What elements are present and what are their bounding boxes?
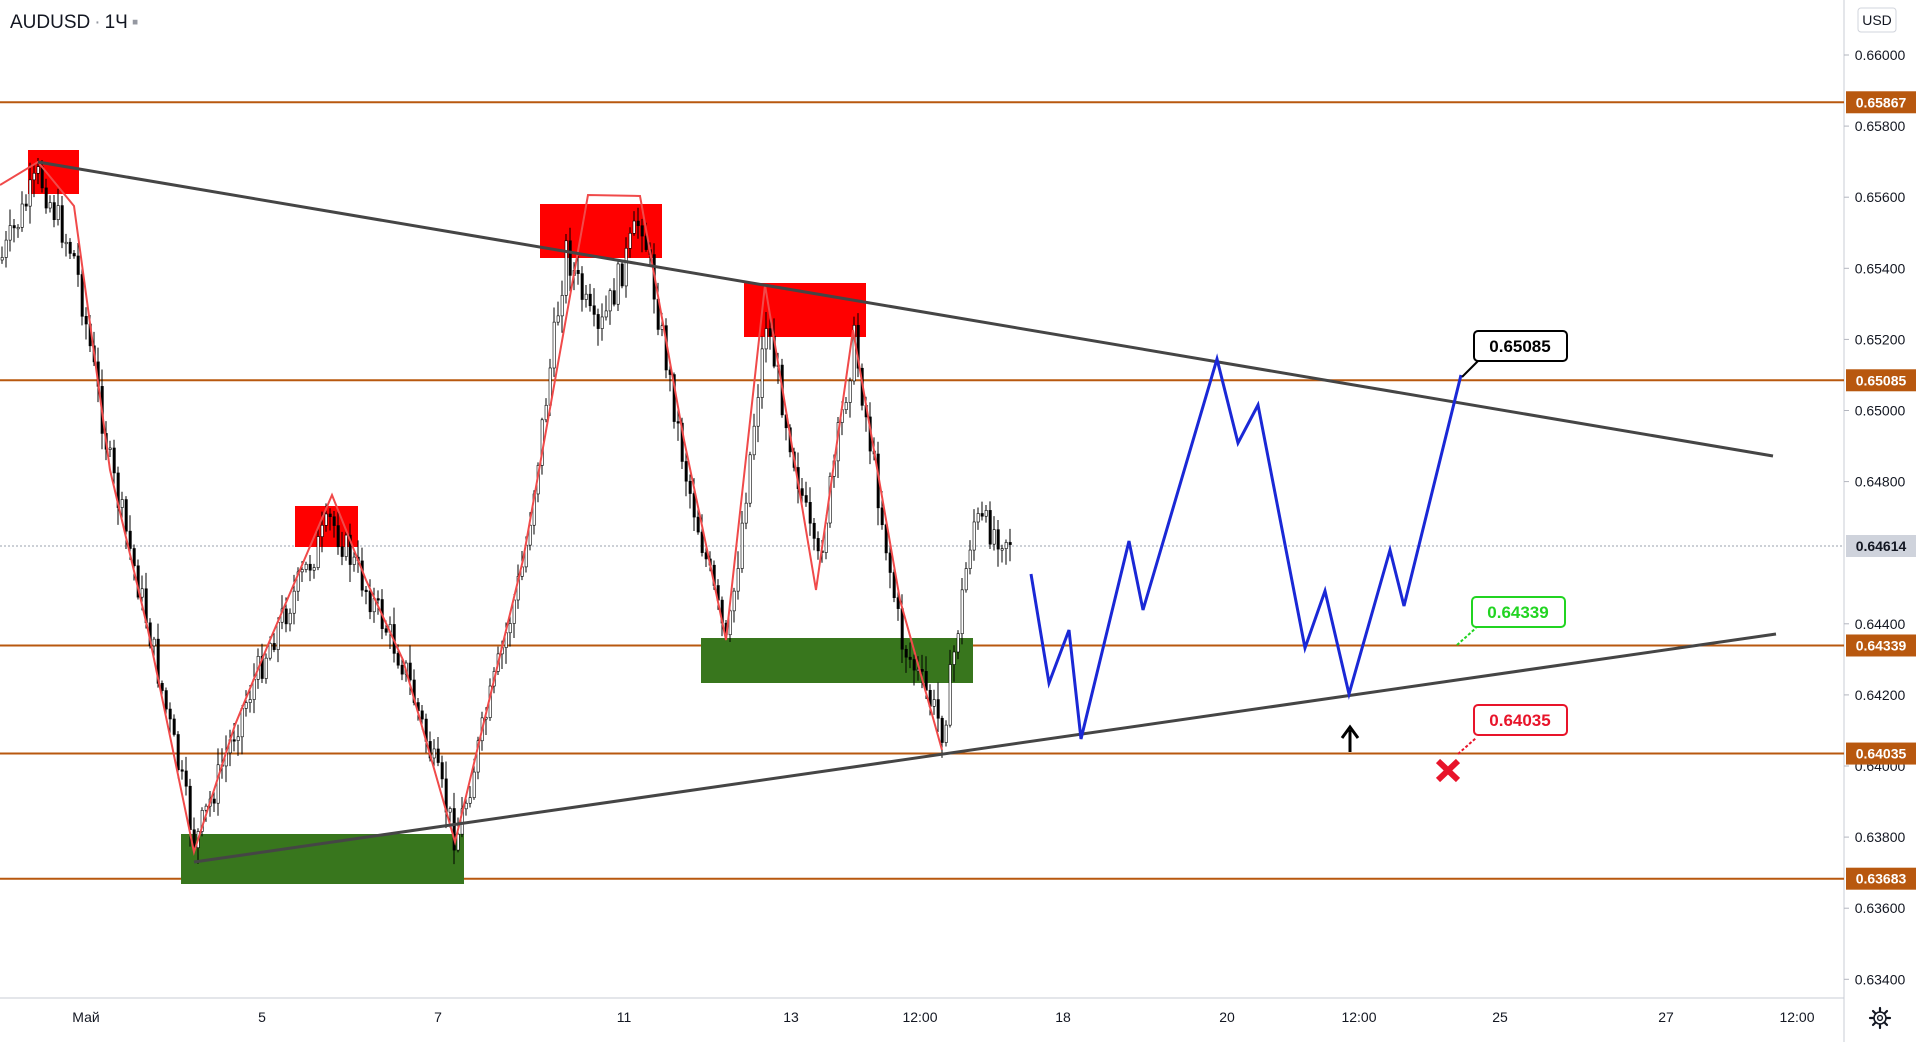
- currency-badge: [1857, 7, 1897, 33]
- time-tick-label: 12:00: [1341, 1009, 1376, 1025]
- arrow-up-icon: [1340, 724, 1360, 752]
- svg-text:0.65085: 0.65085: [1489, 337, 1550, 356]
- level-price-label: 0.65867: [1856, 94, 1907, 110]
- svg-text:0.64035: 0.64035: [1489, 711, 1550, 730]
- supply-zone-1[interactable]: [28, 150, 79, 194]
- time-tick-label: 18: [1055, 1009, 1071, 1025]
- time-tick-label: 12:00: [1779, 1009, 1814, 1025]
- candlesticks: [0, 157, 1012, 865]
- level-price-tag: [1846, 369, 1916, 392]
- price-tick-label: 0.63800: [1855, 829, 1906, 845]
- price-tick-label: 0.63600: [1855, 900, 1906, 916]
- svg-text:0.64339: 0.64339: [1487, 603, 1548, 622]
- svg-text:0.64614: 0.64614: [1856, 538, 1907, 554]
- time-tick-label: 27: [1658, 1009, 1674, 1025]
- symbol-title[interactable]: AUDUSD · 1Ч ▪: [10, 12, 139, 33]
- callout-target[interactable]: 0.65085: [1461, 330, 1568, 378]
- level-price-tag: [1846, 634, 1916, 657]
- timeframe-label[interactable]: 1Ч: [104, 12, 128, 33]
- current-price-tag: [1846, 535, 1916, 557]
- svg-text:USD: USD: [1862, 12, 1892, 28]
- upper-trendline[interactable]: [37, 160, 1774, 458]
- level-price-label: 0.64035: [1856, 746, 1907, 762]
- level-price-label: 0.65085: [1856, 372, 1907, 388]
- callout-breakout[interactable]: 0.64339: [1456, 596, 1566, 646]
- time-tick-label: 20: [1219, 1009, 1235, 1025]
- time-tick-label: 12:00: [902, 1009, 937, 1025]
- horizontal-levels: [0, 101, 1844, 880]
- level-price-tag: [1846, 91, 1916, 114]
- callout-stop[interactable]: 0.64035: [1457, 704, 1568, 755]
- gear-icon[interactable]: [1866, 1004, 1894, 1032]
- time-tick-label: 5: [258, 1009, 266, 1025]
- price-tick-label: 0.66000: [1855, 47, 1906, 63]
- price-tick-label: 0.64800: [1855, 474, 1906, 490]
- time-tick-label: Май: [72, 1009, 99, 1025]
- price-tick-label: 0.65600: [1855, 189, 1906, 205]
- lower-trendline[interactable]: [193, 632, 1777, 864]
- time-tick-label: 25: [1492, 1009, 1508, 1025]
- price-tick-label: 0.63400: [1855, 971, 1906, 987]
- level-price-tag: [1846, 742, 1916, 765]
- price-tick-label: 0.64400: [1855, 616, 1906, 632]
- price-tick-label: 0.65000: [1855, 403, 1906, 419]
- price-tick-label: 0.65400: [1855, 260, 1906, 276]
- level-price-tag: [1846, 867, 1916, 890]
- price-tick-label: 0.65800: [1855, 118, 1906, 134]
- price-axis[interactable]: USD 0.66000 0.65800 0.65600 0.65400 0.65200 0…: [1844, 7, 1916, 987]
- level-price-label: 0.64339: [1856, 637, 1907, 653]
- time-tick-label: 11: [617, 1009, 632, 1025]
- price-tick-label: 0.64200: [1855, 687, 1906, 703]
- time-tick-label: 7: [434, 1009, 442, 1025]
- price-tick-label: 0.65200: [1855, 331, 1906, 347]
- demand-zone-2[interactable]: [701, 638, 973, 683]
- symbol-name[interactable]: AUDUSD: [10, 12, 91, 33]
- time-axis[interactable]: Май 5 7 11 13 12:00 18 20 12:00 25 27 12:00: [72, 1009, 1814, 1025]
- price-projection-path[interactable]: [1029, 353, 1463, 740]
- cross-icon: [1435, 758, 1461, 783]
- zigzag-pattern[interactable]: [0, 160, 943, 856]
- time-tick-label: 13: [783, 1009, 799, 1025]
- more-icon[interactable]: ▪: [131, 12, 139, 33]
- level-price-label: 0.63683: [1856, 871, 1907, 887]
